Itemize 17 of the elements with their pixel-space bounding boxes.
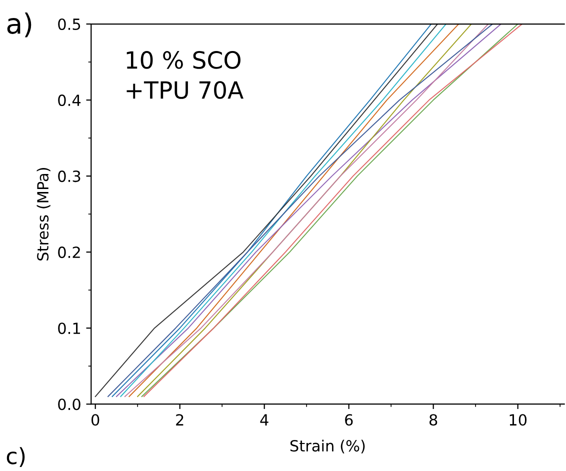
y-tick-label: 0.3 bbox=[58, 170, 80, 182]
x-tick-label: 0 bbox=[92, 414, 100, 426]
annotation: 10 % SCO +TPU 70A bbox=[126, 51, 244, 99]
y-tick-label: 0.5 bbox=[58, 18, 80, 30]
text: c) bbox=[6, 447, 25, 467]
y-tick-label: 0.2 bbox=[58, 246, 80, 258]
y-tick-label: 0.1 bbox=[58, 322, 80, 334]
x-tick-label: 10 bbox=[510, 414, 527, 426]
x-tick-label: 4 bbox=[260, 414, 268, 426]
x-tick-label: 8 bbox=[430, 414, 438, 426]
x-tick-label: 2 bbox=[176, 414, 184, 426]
text: a) bbox=[7, 12, 32, 38]
y-tick-label: 0.0 bbox=[58, 398, 80, 410]
y-axis-title: Stress (MPa) bbox=[36, 168, 50, 260]
x-tick-label: 6 bbox=[345, 414, 353, 426]
x-axis-title: Strain (%) bbox=[290, 440, 365, 454]
y-tick-label: 0.4 bbox=[58, 94, 81, 106]
